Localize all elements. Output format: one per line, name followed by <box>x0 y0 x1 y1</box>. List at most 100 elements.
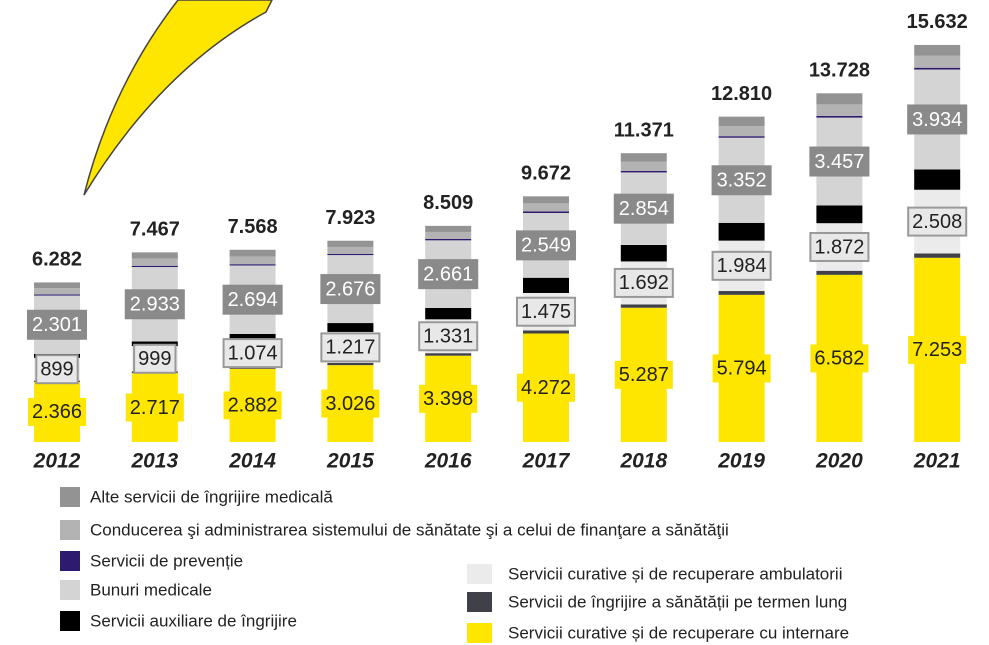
bar-segment <box>132 252 178 258</box>
data-label: 6.582 <box>814 348 864 370</box>
bar-segment <box>621 153 667 161</box>
bar-segment <box>523 278 569 293</box>
bar-segment <box>719 126 765 136</box>
legend-swatch <box>467 564 492 584</box>
bar-segment <box>132 266 178 267</box>
bar-segment <box>523 203 569 211</box>
data-label: 2.676 <box>325 278 375 300</box>
bar-segment <box>621 162 667 171</box>
data-label: 899 <box>40 358 73 380</box>
data-label: 1.984 <box>717 255 767 277</box>
bar-segment <box>230 264 276 265</box>
data-label: 3.457 <box>814 151 864 173</box>
bar-segment <box>425 232 471 239</box>
data-label: 1.217 <box>325 337 375 359</box>
bar-segment <box>327 323 373 332</box>
data-label: 2.661 <box>423 263 473 285</box>
bar-segment <box>621 245 667 262</box>
data-label: 1.475 <box>521 301 571 323</box>
bar-segment <box>719 117 765 126</box>
data-label: 3.398 <box>423 388 473 410</box>
data-label: 2.301 <box>32 314 82 336</box>
bar-segment <box>621 171 667 173</box>
bar-segment <box>719 136 765 138</box>
legend-swatch <box>60 580 80 600</box>
legend-label: Bunuri medicale <box>90 580 212 599</box>
x-tick-label: 2013 <box>130 450 178 473</box>
data-label: 7.253 <box>912 339 962 361</box>
legend-label: Servicii curative și de recuperare cu in… <box>508 623 849 642</box>
legend-swatch <box>60 611 80 631</box>
data-label: 2.854 <box>619 198 669 220</box>
x-tick-label: 2015 <box>326 450 374 473</box>
bar-segment <box>34 295 80 296</box>
bar-segment <box>230 250 276 257</box>
x-tick-label: 2020 <box>815 450 863 473</box>
bar-segment <box>816 104 862 115</box>
data-label: 2.933 <box>130 294 180 316</box>
total-label: 7.467 <box>130 219 180 241</box>
legend-label: Servicii de prevenție <box>90 551 243 570</box>
total-label: 6.282 <box>32 249 82 271</box>
bar-segment <box>816 116 862 118</box>
chart: 6.28220127.46720137.56820147.92320158.50… <box>0 0 989 645</box>
bar-segment <box>523 211 569 213</box>
total-label: 7.568 <box>228 216 278 238</box>
x-tick-label: 2012 <box>33 450 81 473</box>
bar-segment <box>816 93 862 104</box>
x-tick-label: 2016 <box>424 450 472 473</box>
bar-segment <box>34 288 80 294</box>
x-tick-label: 2021 <box>913 450 961 473</box>
bar-segment <box>327 363 373 365</box>
total-label: 7.923 <box>325 207 375 229</box>
data-label: 2.694 <box>228 289 278 311</box>
bar-segment <box>719 291 765 295</box>
bar-segment <box>425 226 471 232</box>
data-label: 1.872 <box>814 236 864 258</box>
data-label: 2.366 <box>32 401 82 423</box>
total-label: 9.672 <box>521 163 571 185</box>
bar-segment <box>914 253 960 257</box>
total-label: 13.728 <box>809 60 870 82</box>
bar-segment <box>327 241 373 247</box>
data-label: 5.287 <box>619 364 669 386</box>
data-label: 2.508 <box>912 211 962 233</box>
bar-segment <box>914 169 960 189</box>
data-label: 3.352 <box>717 170 767 192</box>
data-label: 5.794 <box>717 358 767 380</box>
bar-segment <box>425 353 471 356</box>
legend-swatch <box>467 623 492 643</box>
legend-label: Servicii auxiliare de îngrijire <box>90 611 297 630</box>
legend-label: Alte servicii de îngrijire medicală <box>90 487 333 506</box>
bar-segment <box>621 304 667 307</box>
bar-segment <box>914 45 960 56</box>
total-label: 11.371 <box>614 119 674 141</box>
total-label: 12.810 <box>711 83 772 105</box>
bar-segment <box>914 56 960 68</box>
data-label: 999 <box>138 348 171 370</box>
data-label: 4.272 <box>521 377 571 399</box>
bar-segment <box>230 257 276 265</box>
bar-segment <box>425 308 471 319</box>
data-label: 1.331 <box>423 326 473 348</box>
bar-segment <box>327 254 373 255</box>
data-label: 2.549 <box>521 235 571 257</box>
decoration <box>84 0 272 195</box>
legend-label: Conducerea şi administrarea sistemului d… <box>90 520 729 539</box>
x-tick-label: 2017 <box>522 450 571 473</box>
x-tick-label: 2019 <box>717 450 765 473</box>
data-label: 3.934 <box>912 109 962 131</box>
data-label: 1.074 <box>228 342 278 364</box>
legend-swatch <box>60 520 80 540</box>
bar-segment <box>816 205 862 223</box>
data-label: 2.717 <box>130 397 180 419</box>
bar-segment <box>523 196 569 203</box>
bar-segment <box>34 282 80 288</box>
legend-label: Servicii curative și de recuperare ambul… <box>508 564 842 583</box>
bar-segment <box>132 259 178 266</box>
data-label: 2.882 <box>228 395 278 417</box>
legend-swatch <box>60 551 80 571</box>
total-label: 15.632 <box>907 11 968 33</box>
legend-swatch <box>60 487 80 507</box>
data-label: 3.026 <box>325 393 375 415</box>
